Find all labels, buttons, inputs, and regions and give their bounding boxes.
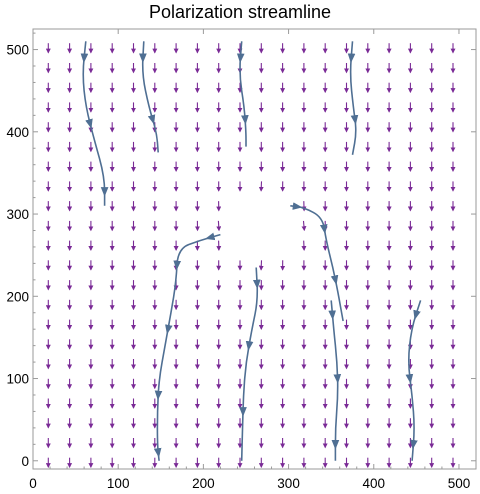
plot-frame (32, 28, 477, 470)
axis-ticks: 0 100 200 300 400 500 0 100 200 300 400 500 (6, 29, 476, 491)
y-tick-label: 300 (6, 207, 29, 222)
weak-field-arrow (216, 220, 222, 232)
y-tick-label: 100 (6, 372, 29, 387)
streamline (156, 233, 221, 461)
y-tick-label: 0 (21, 454, 29, 469)
streamline (290, 205, 344, 322)
y-tick-label: 200 (6, 289, 29, 304)
streamline (82, 41, 106, 206)
weak-field-arrow (301, 220, 307, 232)
streamlines (80, 41, 422, 461)
x-tick-label: 200 (192, 476, 215, 491)
x-tick-label: 300 (277, 476, 300, 491)
vector-field-arrows (45, 43, 456, 469)
streamline (330, 300, 339, 461)
streamline (349, 41, 357, 155)
y-tick-label: 500 (6, 43, 29, 58)
x-tick-label: 0 (29, 476, 37, 491)
x-tick-label: 100 (107, 476, 130, 491)
y-tick-label: 400 (6, 125, 29, 140)
x-tick-label: 500 (448, 476, 471, 491)
streamline (141, 41, 159, 153)
chart-title: Polarization streamline (148, 2, 332, 22)
x-tick-label: 400 (363, 476, 386, 491)
streamline (240, 267, 259, 461)
streamline (239, 41, 247, 147)
